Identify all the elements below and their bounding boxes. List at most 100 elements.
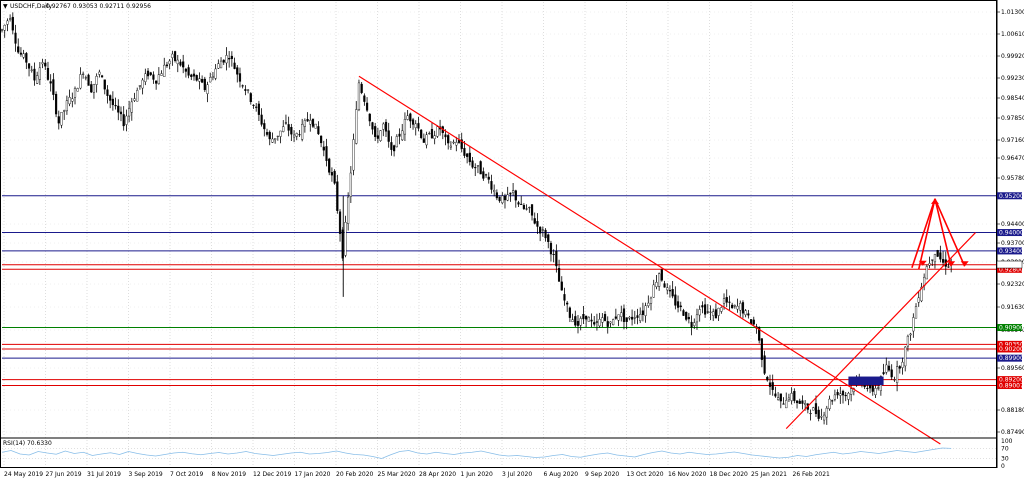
candle-body	[541, 229, 544, 231]
candle-body	[495, 192, 498, 199]
price-tick-label: 0.99230	[1001, 75, 1024, 82]
candle-body	[522, 205, 526, 209]
price-tick-label: 0.93700	[1001, 240, 1024, 247]
candle-body	[14, 32, 17, 44]
candle-body	[825, 407, 828, 418]
candle-body	[173, 51, 177, 61]
candle-body	[328, 158, 331, 173]
candlestick-series	[0, 12, 953, 425]
price-tag-label: 0.93400	[999, 248, 1024, 255]
candle-body	[117, 105, 120, 113]
candle-body	[747, 313, 750, 316]
candle-body	[376, 135, 379, 139]
candle-body	[460, 139, 463, 149]
time-tick-label: 16 Nov 2020	[668, 471, 707, 478]
candle-body	[368, 113, 371, 122]
price-tag-label: 0.92800	[999, 266, 1024, 273]
candle-body	[593, 322, 596, 325]
price-tag-label: 0.90900	[999, 325, 1024, 332]
candle-body	[720, 307, 723, 312]
candle-body	[98, 71, 101, 75]
candle-body	[649, 297, 653, 304]
candle-body	[214, 68, 217, 79]
candle-body	[595, 321, 599, 323]
candle-body	[731, 304, 734, 309]
candle-body	[198, 78, 201, 82]
candle-body	[787, 397, 791, 400]
candle-body	[939, 252, 942, 260]
rsi-tick-label: 70	[1001, 446, 1009, 453]
candle-body	[146, 70, 150, 77]
price-tick-label: 1.01300	[1001, 9, 1024, 16]
candle-body	[401, 130, 404, 141]
price-tick-label: 0.94400	[1001, 221, 1024, 228]
candle-body	[590, 319, 593, 322]
time-tick-label: 26 Feb 2021	[793, 471, 831, 478]
candle-body	[203, 78, 206, 91]
candle-body	[547, 234, 550, 243]
candle-body	[782, 403, 785, 405]
candle-body	[555, 251, 558, 267]
candle-body	[201, 79, 204, 83]
candle-body	[33, 68, 36, 81]
current-price-tag	[996, 260, 1023, 269]
candle-body	[760, 338, 763, 360]
candle-body	[917, 297, 920, 303]
candle-body	[568, 307, 571, 318]
candle-body	[155, 80, 158, 84]
projected-path-arrow	[911, 198, 936, 269]
candle-body	[801, 400, 804, 404]
candle-body	[411, 119, 415, 125]
candle-body	[804, 403, 807, 405]
time-tick-label: 31 Jul 2019	[87, 471, 121, 478]
candle-body	[901, 361, 904, 368]
candle-body	[714, 309, 718, 319]
candle-body	[263, 123, 266, 130]
candle-body	[230, 55, 233, 60]
candle-body	[528, 207, 531, 209]
price-tag-box	[997, 265, 1022, 273]
candle-body	[182, 61, 185, 68]
price-tick-label: 1.00610	[1001, 31, 1024, 38]
trendline	[785, 232, 976, 430]
candle-body	[639, 314, 642, 321]
price-tag-label: 0.90200	[999, 346, 1024, 353]
candle-body	[82, 73, 85, 75]
candle-body	[54, 93, 58, 115]
candle-body	[311, 118, 315, 127]
candle-body	[574, 316, 577, 326]
candle-body	[374, 126, 377, 137]
candle-body	[100, 75, 104, 78]
candle-body	[452, 141, 455, 144]
candle-body	[347, 196, 350, 224]
price-tag-label: 0.89007	[999, 383, 1024, 390]
candle-body	[95, 76, 98, 85]
candle-body	[663, 283, 666, 288]
candle-body	[579, 318, 582, 326]
candle-body	[549, 242, 553, 255]
candle-body	[817, 409, 820, 419]
candle-body	[658, 273, 661, 287]
candle-body	[690, 321, 693, 328]
candle-body	[149, 72, 152, 75]
price-tick-label: 0.99920	[1001, 53, 1024, 60]
price-tag-box	[997, 340, 1022, 348]
candle-body	[898, 366, 901, 369]
time-tick-label: 7 Oct 2019	[170, 471, 203, 478]
candle-body	[301, 124, 304, 140]
candle-body	[206, 84, 209, 94]
candle-body	[73, 88, 77, 98]
candle-body	[11, 16, 14, 31]
candle-body	[833, 394, 837, 400]
candle-body	[365, 102, 369, 111]
candle-body	[393, 145, 396, 152]
candle-body	[122, 114, 125, 127]
candle-body	[330, 172, 334, 176]
candle-body	[455, 142, 458, 146]
candle-body	[909, 333, 912, 336]
price-tick-label: 0.92320	[1001, 281, 1024, 288]
candle-body	[420, 129, 423, 138]
candle-body	[271, 138, 274, 143]
candle-body	[698, 309, 701, 316]
